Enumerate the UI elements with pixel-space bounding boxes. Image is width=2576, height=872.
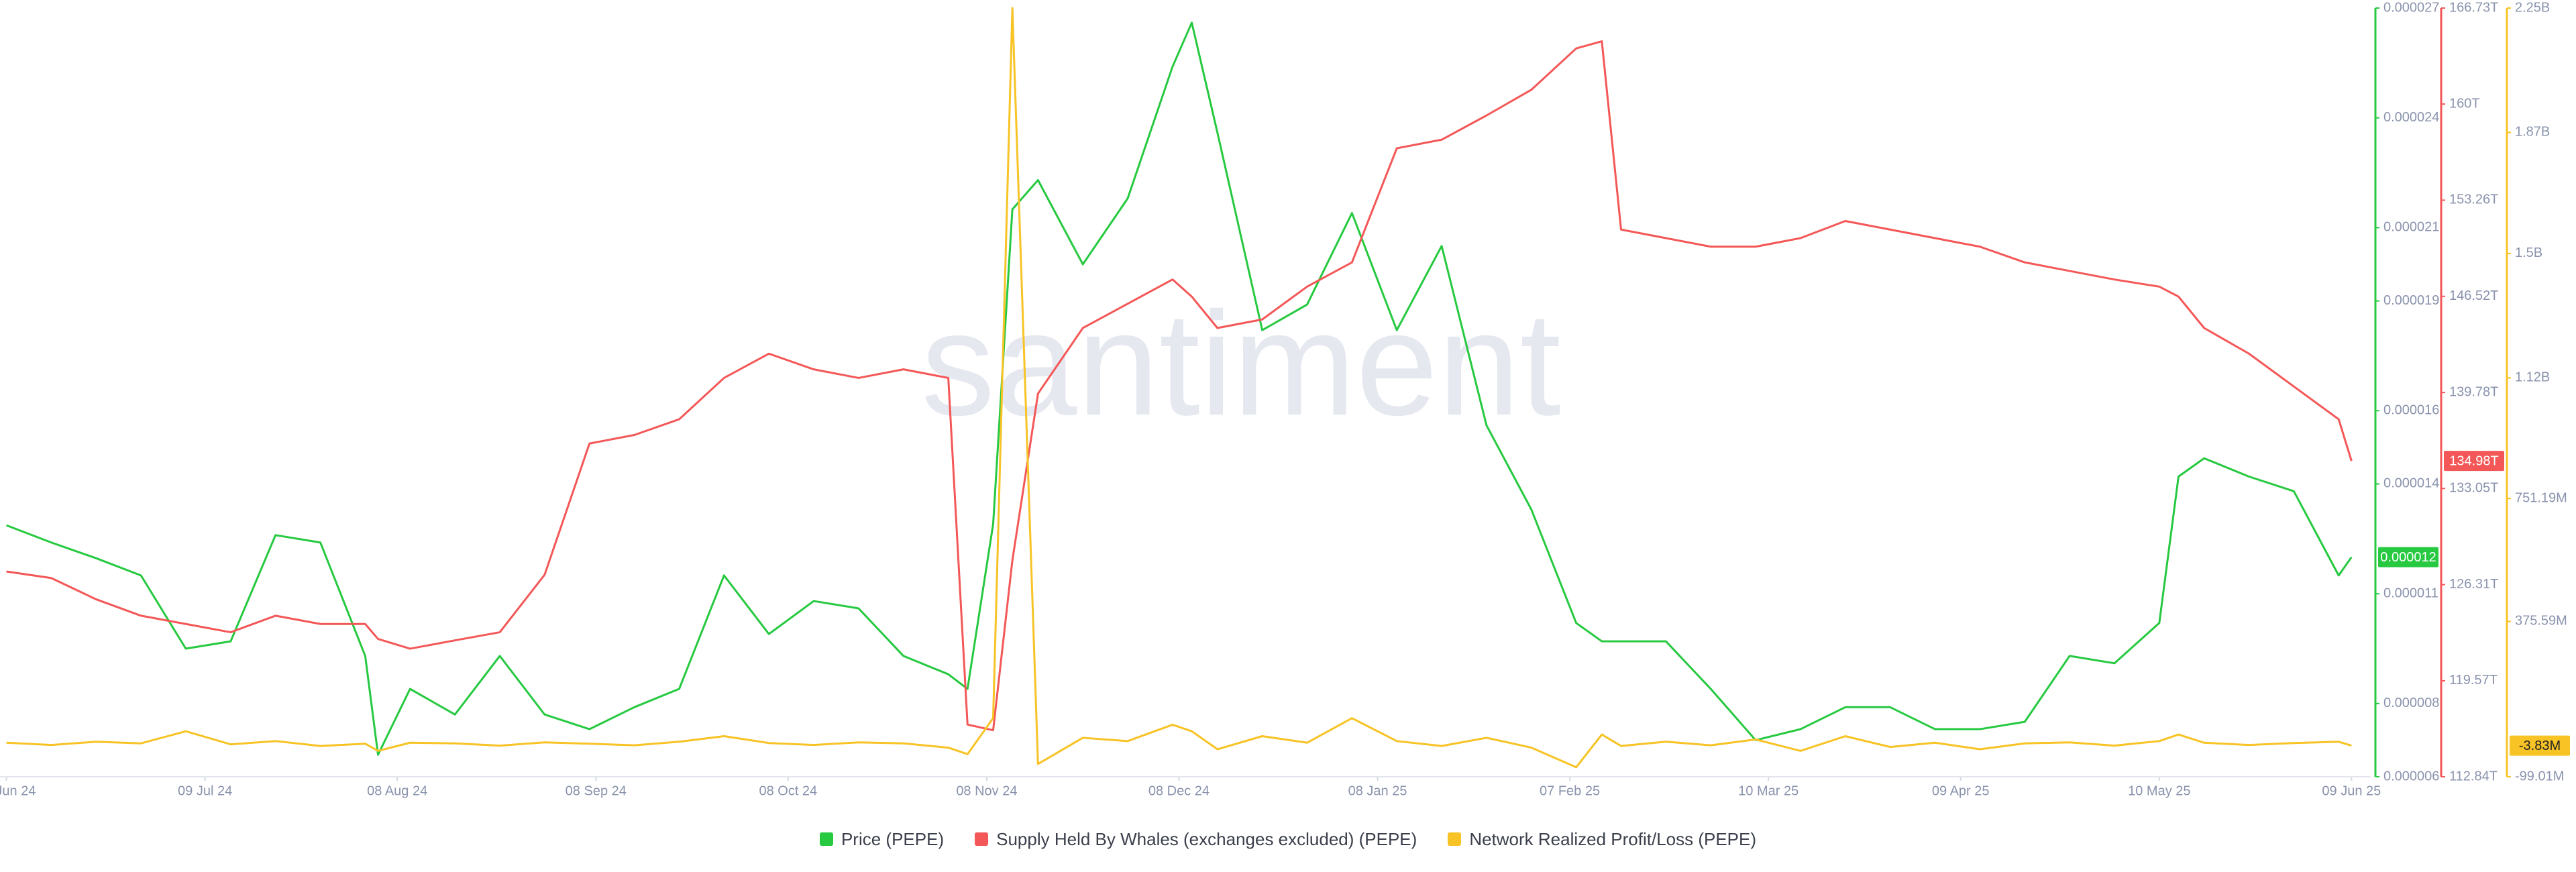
y-tick-label: 751.19M	[2515, 490, 2567, 505]
last-value-badge	[2510, 735, 2570, 756]
y-tick-label: 0.000024	[2383, 110, 2439, 125]
legend: Price (PEPE) Supply Held By Whales (excha…	[0, 822, 2576, 856]
y-tick-label: 0.000016	[2383, 403, 2439, 418]
y-tick-label: 146.52T	[2449, 288, 2498, 303]
legend-swatch	[975, 832, 989, 846]
y-tick-label: 0.000014	[2383, 476, 2439, 491]
y-tick-label: 1.5B	[2515, 246, 2542, 260]
legend-label: Network Realized Profit/Loss (PEPE)	[1469, 828, 1757, 849]
y-tick-label: 126.31T	[2449, 577, 2498, 592]
x-tick-label: 08 Aug 24	[367, 783, 427, 798]
x-tick-label: 08 Jun 24	[0, 783, 36, 798]
x-tick-label: 09 Jun 25	[2322, 783, 2381, 798]
x-tick-label: 10 May 25	[2128, 783, 2190, 798]
x-tick-label: 08 Dec 24	[1148, 783, 1210, 798]
y-tick-label: -99.01M	[2515, 769, 2564, 783]
y-tick-label: 375.59M	[2515, 614, 2567, 629]
x-tick-label: 08 Nov 24	[956, 783, 1017, 798]
legend-swatch	[819, 832, 833, 846]
legend-swatch	[1448, 832, 1462, 846]
x-tick-label: 07 Feb 25	[1540, 783, 1600, 798]
y-tick-label: 166.73T	[2449, 0, 2498, 15]
x-tick-label: 09 Jul 24	[178, 783, 232, 798]
y-tick-label: 0.000011	[2383, 586, 2438, 600]
y-tick-label: 0.000019	[2383, 293, 2439, 308]
series-line	[6, 40, 2353, 732]
x-tick-label: 10 Mar 25	[1738, 783, 1799, 798]
last-value-label: -3.83M	[2519, 739, 2561, 753]
x-tick-label: 08 Oct 24	[759, 783, 817, 798]
series-line	[6, 21, 2353, 756]
x-tick-label: 09 Apr 25	[1932, 783, 1990, 798]
watermark: santiment	[921, 281, 1561, 446]
legend-item[interactable]: Price (PEPE)	[819, 828, 945, 850]
y-tick-label: 153.26T	[2449, 193, 2498, 207]
x-tick-label: 08 Jan 25	[1348, 783, 1407, 798]
y-tick-label: 1.87B	[2515, 125, 2550, 140]
last-value-badge	[2444, 451, 2504, 472]
y-tick-label: 133.05T	[2449, 481, 2498, 496]
y-tick-label: 112.84T	[2449, 769, 2498, 783]
x-tick-label: 08 Sep 24	[566, 783, 627, 798]
legend-item[interactable]: Supply Held By Whales (exchanges exclude…	[975, 829, 1417, 850]
y-tick-label: 2.25B	[2515, 0, 2550, 15]
y-tick-label: 1.12B	[2515, 370, 2550, 385]
y-tick-label: 0.000008	[2383, 696, 2439, 710]
y-tick-label: 0.000021	[2383, 220, 2439, 235]
last-value-label: 134.98T	[2449, 453, 2498, 468]
y-tick-label: 0.000027	[2383, 0, 2439, 15]
y-tick-label: 119.57T	[2449, 673, 2498, 688]
legend-label: Supply Held By Whales (exchanges exclude…	[996, 828, 1417, 849]
y-tick-label: 160T	[2449, 96, 2480, 111]
series-line	[6, 7, 2352, 769]
y-tick-label: 0.000006	[2383, 769, 2439, 783]
legend-label: Price (PEPE)	[841, 828, 945, 849]
last-value-label: 0.000012	[2380, 550, 2436, 565]
y-tick-label: 139.78T	[2449, 384, 2498, 399]
legend-item[interactable]: Network Realized Profit/Loss (PEPE)	[1448, 829, 1756, 850]
last-value-badge	[2378, 547, 2438, 567]
